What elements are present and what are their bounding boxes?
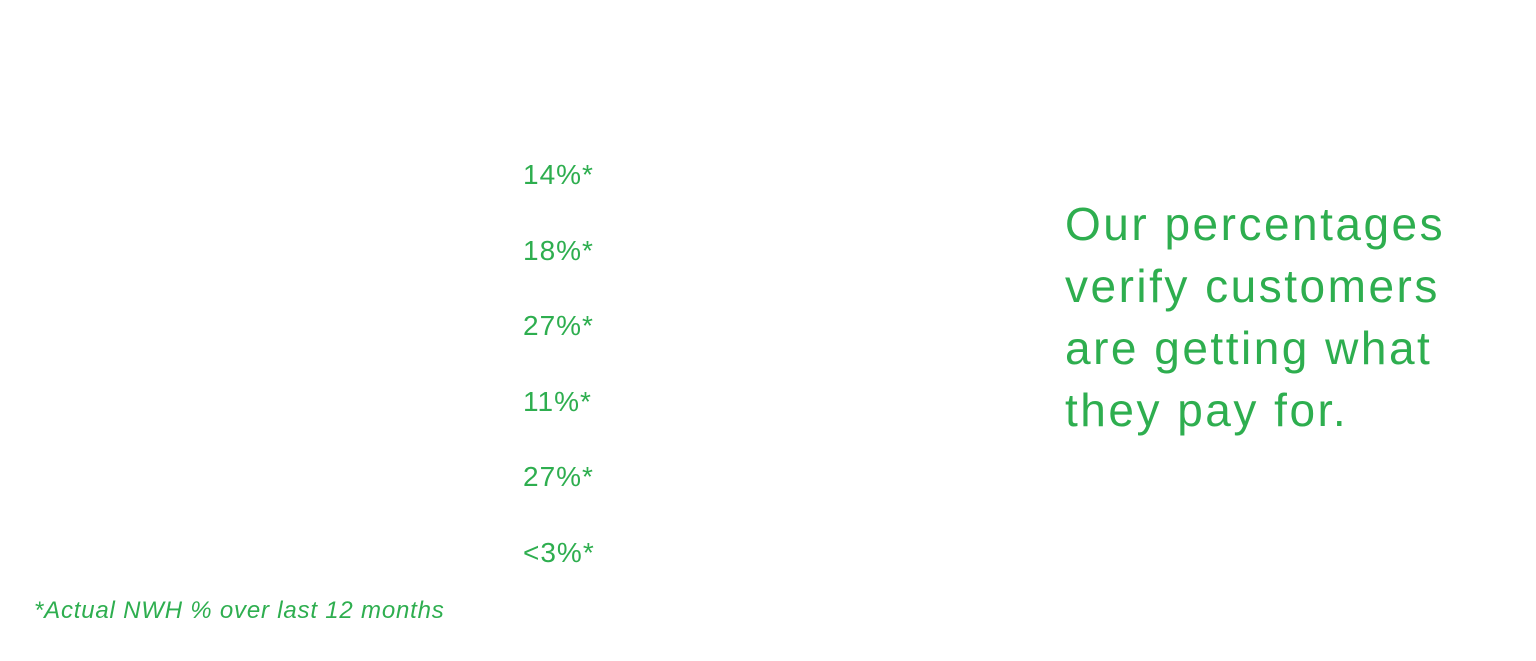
headline-line: are getting what [1065, 322, 1433, 374]
stat-value: 14%* [523, 159, 594, 190]
stat-value: 27%* [523, 310, 594, 342]
headline-line: Our percentages [1065, 198, 1446, 250]
stat-value: 11%* [523, 385, 592, 417]
footnote: *Actual NWH % over last 12 months [34, 597, 445, 624]
headline-line: they pay for. [1065, 384, 1349, 436]
stat-value: 27%* [523, 461, 594, 493]
stat-value: <3%* [523, 537, 595, 568]
headline-line: verify customers [1065, 260, 1440, 312]
stat-value: 18%* [523, 234, 594, 266]
headline: Our percentages verify customers are getti… [1065, 193, 1445, 441]
